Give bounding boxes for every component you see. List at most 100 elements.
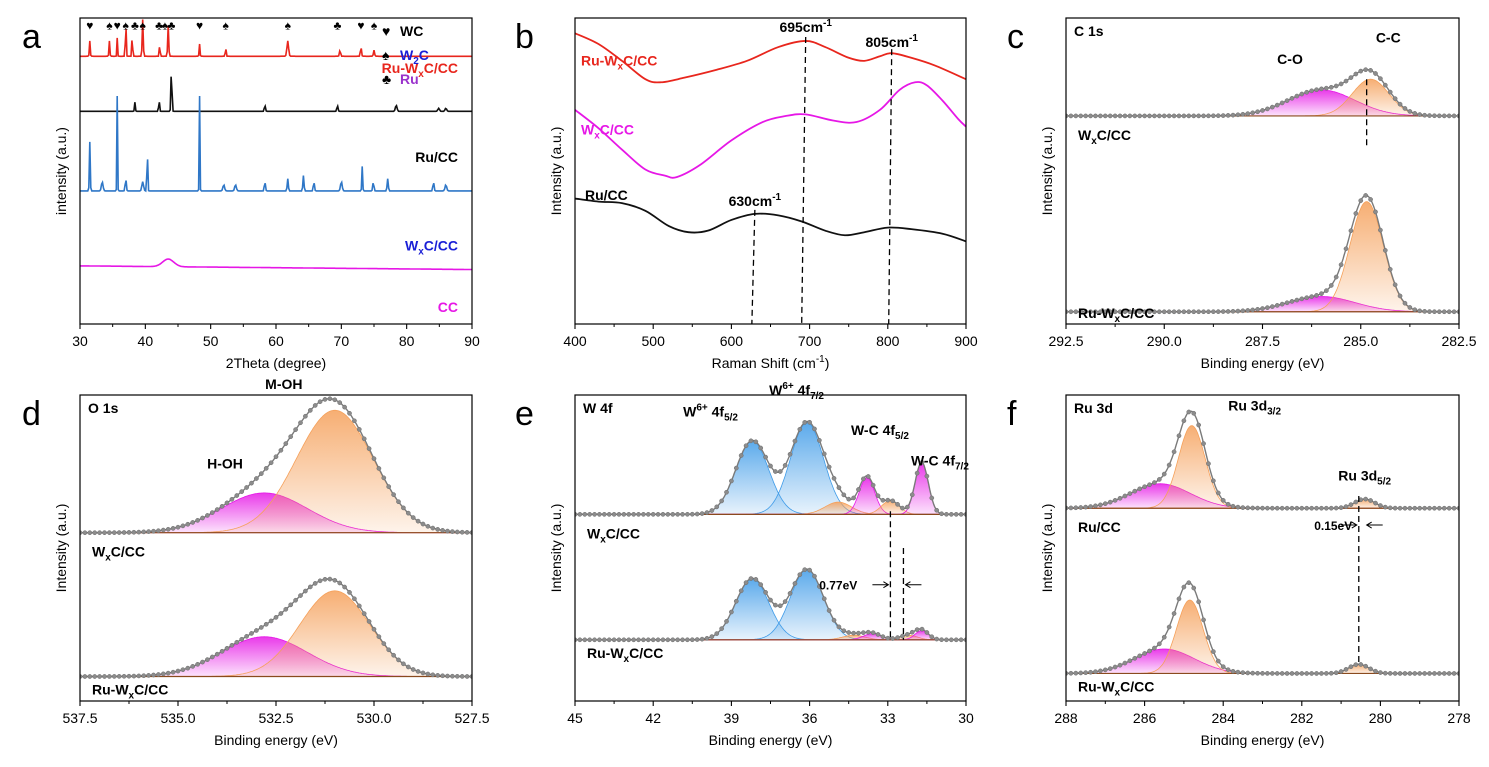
x-tick-label-d-3: 530.0	[356, 710, 391, 726]
fit-component-e-0-0	[575, 440, 966, 515]
data-point-c-0	[1211, 113, 1216, 119]
data-point-c-1	[1358, 198, 1364, 203]
data-point-e-1	[645, 637, 651, 643]
data-point-e-0	[606, 511, 612, 517]
data-point-c-1	[1211, 309, 1216, 315]
data-point-d-0	[381, 475, 387, 481]
data-point-d-0	[160, 527, 166, 533]
data-point-c-1	[1417, 308, 1423, 314]
data-point-c-1	[1093, 309, 1098, 315]
x-tick-label-a-1: 40	[138, 333, 154, 349]
data-point-e-1	[821, 596, 827, 602]
data-point-e-0	[704, 510, 710, 515]
data-point-c-0	[1127, 113, 1133, 119]
panel-label-e: e	[515, 395, 534, 433]
data-point-d-0	[92, 530, 98, 536]
data-point-c-0	[1112, 113, 1118, 119]
data-point-c-0	[1446, 113, 1452, 119]
data-point-e-1	[611, 637, 617, 643]
x-axis-label-a: 2Theta (degree)	[226, 355, 326, 371]
data-point-c-0	[1083, 113, 1089, 119]
x-tick-label-e-0: 45	[567, 710, 583, 726]
data-point-f-1	[1382, 670, 1388, 676]
data-point-d-1	[131, 673, 137, 679]
data-point-e-1	[689, 637, 695, 643]
data-point-e-0	[797, 426, 803, 432]
x-tick-label-a-5: 80	[399, 333, 415, 349]
data-point-f-1	[1112, 664, 1118, 670]
data-point-e-0	[836, 485, 842, 490]
data-point-f-1	[1422, 671, 1427, 676]
envelope-line-f-1	[1066, 581, 1459, 675]
data-point-f-0	[1407, 505, 1413, 511]
data-point-f-0	[1265, 505, 1270, 511]
data-point-c-0	[1348, 75, 1354, 80]
data-point-f-0	[1201, 441, 1206, 446]
data-point-d-1	[420, 670, 426, 676]
data-point-e-0	[670, 511, 676, 517]
data-point-d-1	[454, 673, 460, 679]
spectrum-label-d-0-part: W	[92, 544, 106, 560]
data-point-c-1	[1289, 299, 1295, 304]
data-point-e-1	[709, 634, 715, 639]
data-point-f-0	[1397, 505, 1403, 511]
data-point-d-1	[136, 673, 142, 679]
data-point-f-0	[1324, 505, 1329, 511]
data-point-f-0	[1107, 499, 1113, 505]
data-point-e-0	[792, 438, 798, 444]
data-point-c-0	[1235, 112, 1241, 118]
data-point-f-0	[1299, 505, 1305, 511]
data-point-c-1	[1412, 307, 1418, 313]
data-point-c-1	[1309, 294, 1314, 299]
data-point-c-0	[1412, 111, 1418, 116]
data-point-d-1	[391, 652, 396, 658]
data-point-d-1	[440, 673, 445, 679]
data-point-c-1	[1152, 309, 1157, 315]
data-point-e-0	[812, 426, 817, 432]
data-point-e-1	[885, 635, 891, 641]
data-point-d-1	[205, 657, 210, 662]
spectrum-label-c-1-part: C/CC	[1120, 305, 1154, 321]
data-point-e-0	[601, 511, 607, 517]
data-point-e-0	[807, 419, 812, 425]
x-tick-label-b-3: 700	[798, 333, 822, 349]
data-point-f-0	[1353, 499, 1359, 505]
series-label-b-1-part: x	[594, 130, 600, 141]
series-label-a-2-part: C/CC	[424, 238, 458, 254]
data-point-d-0	[97, 530, 102, 536]
data-point-d-1	[165, 670, 171, 676]
spectrum-label-c-0: WxC/CC	[1078, 127, 1131, 147]
x-axis-label-f: Binding energy (eV)	[1201, 732, 1325, 748]
panel-title-f: Ru 3d	[1074, 400, 1113, 416]
data-point-d-0	[185, 521, 191, 527]
peak-marker-9: ♠	[285, 18, 292, 32]
panel-label-c: c	[1007, 18, 1024, 56]
x-tick-label-c-1: 290.0	[1147, 333, 1182, 349]
plot-area-e	[575, 419, 966, 643]
data-point-d-1	[342, 584, 347, 590]
data-point-c-0	[1220, 113, 1226, 118]
x-tick-label-d-1: 535.0	[160, 710, 195, 726]
data-point-e-0	[729, 478, 734, 484]
data-point-c-1	[1348, 228, 1354, 234]
data-point-d-1	[327, 576, 333, 582]
data-point-d-0	[352, 418, 357, 424]
series-line-a-0	[80, 19, 472, 58]
data-point-d-1	[430, 672, 436, 678]
data-point-d-0	[293, 427, 298, 432]
panel-label-a: a	[22, 18, 41, 56]
data-point-d-0	[195, 517, 200, 523]
data-point-c-0	[1088, 113, 1093, 119]
data-point-d-1	[347, 590, 352, 595]
data-point-f-1	[1289, 671, 1295, 676]
data-point-e-1	[655, 637, 661, 643]
data-point-d-0	[102, 530, 107, 536]
data-point-e-0	[587, 511, 593, 517]
data-point-f-1	[1122, 660, 1128, 666]
data-point-d-0	[450, 529, 455, 534]
data-point-e-1	[733, 598, 739, 604]
data-point-c-0	[1206, 113, 1211, 119]
data-point-d-1	[146, 673, 151, 678]
dashed-line-b-1	[888, 49, 893, 325]
data-point-f-0	[1328, 505, 1334, 511]
